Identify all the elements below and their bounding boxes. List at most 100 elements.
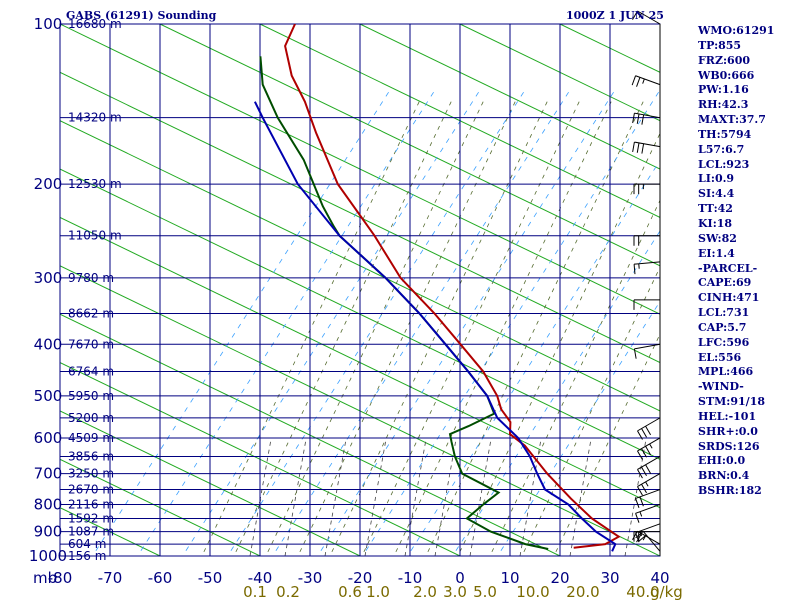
sounding-series [254, 24, 621, 552]
wind-barb [633, 261, 661, 275]
sounding-line [259, 56, 549, 550]
height-label: 9780 m [68, 271, 114, 285]
mixing-ratio-line [434, 437, 457, 556]
wind-barb [631, 75, 661, 87]
mixing-ratio-label: 10.0 [516, 583, 549, 600]
saturation-line [137, 89, 436, 556]
barb-shaft [635, 75, 661, 86]
barb-flag [632, 113, 635, 124]
wind-barbs [631, 10, 661, 556]
stat-item: EHI:0.0 [698, 454, 746, 468]
stat-item: KI:18 [698, 216, 733, 230]
wind-barb [637, 417, 661, 440]
stat-item: CAPE:69 [698, 276, 752, 290]
height-label: 3856 m [68, 449, 114, 463]
barb-flag [637, 430, 643, 440]
stat-item: PW:1.16 [698, 83, 749, 97]
stat-item: HEL:-101 [698, 409, 757, 423]
height-label: 4509 m [68, 431, 114, 445]
dry-adiabat [60, 313, 561, 556]
stat-item: SRDS:126 [698, 439, 760, 453]
barb-flag [645, 425, 652, 436]
saturation-line [317, 89, 616, 556]
wind-barb [635, 531, 661, 552]
height-label: 3250 m [68, 467, 114, 481]
sounding-time: 1000Z 1 JUN 25 [566, 9, 664, 22]
barb-flag [641, 143, 645, 154]
mixing-ratio-line [624, 437, 647, 556]
wind-barb [632, 10, 661, 25]
temperature-label: -80 [48, 569, 73, 587]
sounding-line [284, 24, 621, 549]
height-label: 6764 m [68, 365, 114, 379]
pressure-label: 200 [34, 175, 63, 193]
height-label: 1592 m [68, 511, 114, 525]
stat-item: BSHR:182 [698, 484, 762, 498]
saturation-line [452, 230, 660, 556]
pressure-label: 400 [34, 335, 63, 353]
stat-item: EI:1.4 [698, 246, 735, 260]
barb-flag [636, 533, 642, 543]
saturation-line [272, 89, 571, 556]
barb-flag [641, 448, 647, 458]
mixing-ratio-line [284, 437, 307, 556]
stat-item: LFC:596 [698, 335, 750, 349]
barb-flag [641, 428, 647, 438]
barb-flag [638, 534, 647, 542]
pressure-label: 1000 [29, 547, 67, 565]
pressure-label: 300 [34, 269, 63, 287]
barb-shaft [637, 417, 661, 432]
mixing-ratio-label: 3.0 [443, 583, 467, 600]
barb-flag [639, 496, 644, 507]
barb-flag [633, 264, 636, 275]
barb-flag [645, 446, 652, 456]
barb-half-flag [638, 13, 642, 18]
barb-flag [636, 113, 640, 124]
barb-shaft [634, 343, 661, 350]
height-label: 11050 m [68, 229, 122, 243]
station-title: GABS (61291) Sounding [66, 9, 217, 22]
mixing-ratio-line [324, 437, 347, 556]
moist-adiabat [553, 333, 660, 556]
mixing-ratio-line [364, 437, 387, 556]
barb-half-flag [649, 443, 653, 449]
sounding-indices: WMO:61291 TP:855 FRZ:600 WB0:666 PW:1.16 RH:4… [698, 24, 774, 499]
stat-item: L57:6.7 [698, 142, 745, 156]
height-label: 156 m [68, 549, 106, 563]
temperature-label: 20 [550, 569, 569, 587]
barb-flag [637, 486, 643, 496]
barb-shaft [637, 437, 661, 452]
temperature-label: -60 [148, 569, 173, 587]
wind-barb [633, 183, 660, 195]
moist-adiabat [265, 99, 485, 556]
stat-item: MAXT:37.7 [698, 113, 766, 127]
barb-shaft [634, 261, 661, 265]
saturation-line [227, 89, 526, 556]
height-label: 14320 m [68, 111, 122, 125]
height-label: 5950 m [68, 389, 114, 403]
height-label: 12530 m [68, 177, 122, 191]
mixing-ratio-line [519, 437, 542, 556]
mixing-ratio-label: 2.0 [413, 583, 437, 600]
barb-flag [637, 469, 643, 479]
temperature-label: 30 [600, 569, 619, 587]
dry-adiabat [60, 458, 261, 556]
barb-shaft [634, 112, 661, 119]
temperature-label: 0 [455, 569, 465, 587]
barb-flag [641, 466, 647, 477]
saturation-line [497, 300, 660, 556]
mixing-ratio-label: 5.0 [473, 583, 497, 600]
wind-barb [632, 112, 661, 125]
barb-half-flag [645, 481, 649, 487]
saturation-line [407, 159, 660, 556]
moist-adiabat [489, 199, 660, 556]
stat-item: STM:91/18 [698, 395, 765, 409]
barb-flag [635, 498, 640, 508]
wind-barb [635, 503, 661, 523]
barb-shaft [635, 503, 661, 514]
mixing-ratio-label: 40.0 [626, 583, 659, 600]
mixing-ratio-line [469, 437, 492, 556]
stat-item: LI:0.9 [698, 172, 735, 186]
pressure-label: 100 [34, 15, 63, 33]
barb-flag [641, 114, 645, 125]
